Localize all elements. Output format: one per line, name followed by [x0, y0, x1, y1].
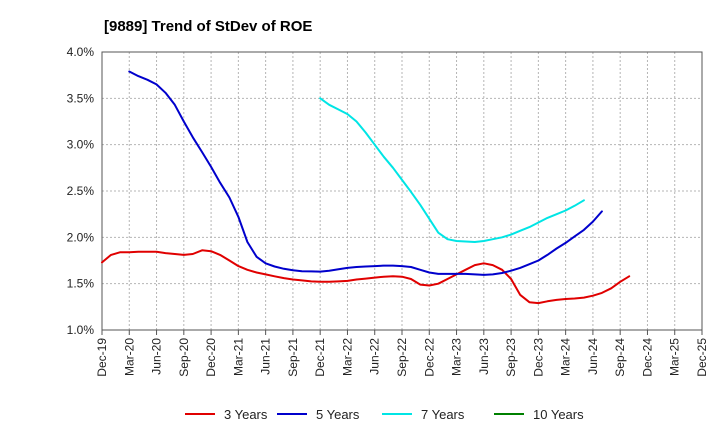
x-tick-label: Mar-25 [668, 338, 682, 376]
x-tick-label: Mar-22 [340, 338, 354, 376]
x-tick-label: Sep-23 [504, 338, 518, 377]
series-line-7-years [319, 97, 585, 243]
x-tick-label: Dec-22 [422, 338, 436, 377]
axes: 1.0% 1.5% 2.0% 2.5% 3.0% 3.5% 4.0% Dec-19 Mar-20… [67, 45, 709, 377]
x-tick-label: Mar-20 [122, 338, 136, 376]
x-tick-label: Jun-24 [586, 338, 600, 375]
x-tick-label: Dec-19 [95, 338, 109, 377]
series-lines [101, 70, 631, 305]
x-tick-label: Jun-23 [477, 338, 491, 375]
x-tick-label: Sep-21 [286, 338, 300, 377]
y-tick-label: 1.5% [67, 277, 95, 291]
x-tick-label: Dec-21 [313, 338, 327, 377]
x-tick-label: Dec-25 [695, 338, 709, 377]
chart-title: [9889] Trend of StDev of ROE [104, 18, 312, 35]
legend-label: 3 Years [224, 407, 268, 422]
x-tick-label: Dec-23 [531, 338, 545, 377]
series-line-3-years [101, 249, 631, 305]
legend-label: 5 Years [316, 407, 360, 422]
legend-label: 10 Years [533, 407, 584, 422]
plot-frame [101, 51, 703, 331]
y-tick-label: 2.0% [67, 230, 95, 244]
y-tick-label: 1.0% [67, 323, 95, 337]
x-tick-label: Jun-20 [150, 338, 164, 375]
y-tick-label: 2.5% [67, 184, 95, 198]
x-tick-label: Jun-22 [368, 338, 382, 375]
y-tick-label: 3.5% [67, 91, 95, 105]
x-tick-label: Dec-20 [204, 338, 218, 377]
x-tick-label: Dec-24 [640, 338, 654, 377]
x-tick-label: Mar-23 [450, 338, 464, 376]
x-tick-label: Sep-22 [395, 338, 409, 377]
x-tick-label: Jun-21 [259, 338, 273, 375]
x-tick-label: Mar-21 [231, 338, 245, 376]
y-tick-label: 3.0% [67, 138, 95, 152]
x-tick-label: Sep-24 [613, 338, 627, 377]
series-line-5-years [128, 70, 603, 276]
legend: 3 Years 5 Years 7 Years 10 Years [185, 407, 584, 422]
x-tick-label: Sep-20 [177, 338, 191, 377]
x-tick-label: Mar-24 [559, 338, 573, 376]
legend-label: 7 Years [421, 407, 465, 422]
y-tick-label: 4.0% [67, 45, 95, 59]
